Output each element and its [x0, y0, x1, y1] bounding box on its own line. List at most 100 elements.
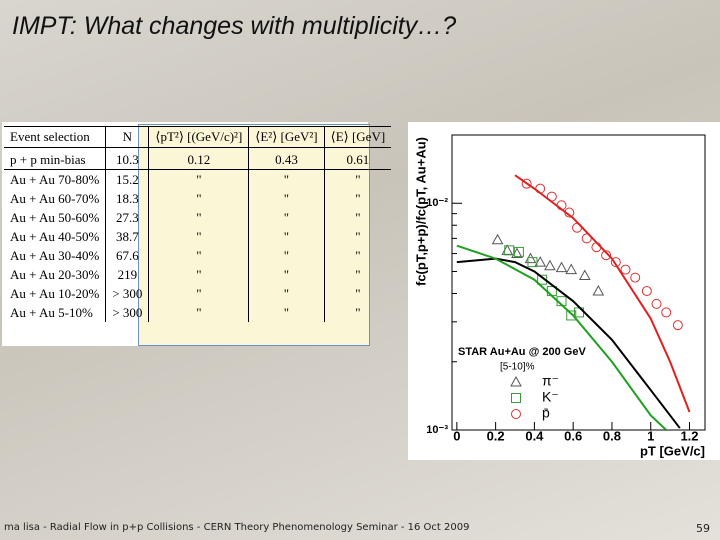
legend-marker [511, 409, 521, 419]
table-cell: 38.7 [105, 227, 150, 246]
table-cell: " [355, 304, 361, 320]
table-cell: 0.61 [324, 147, 392, 170]
x-tick-label: 0.4 [525, 428, 544, 443]
x-tick-label: 0.2 [487, 428, 505, 443]
plot-frame [451, 134, 706, 431]
triangle-marker [501, 244, 514, 255]
legend-label: p̄ [542, 405, 550, 421]
x-tick-label: 0 [453, 428, 460, 443]
y-axis-label: fc(pT,p+p)/fc(pT, Au+Au) [413, 137, 428, 286]
legend-title: STAR Au+Au @ 200 GeV [458, 346, 586, 358]
table-cell: 27.3 [105, 208, 150, 227]
header-cell: ⟨pT²⟩ [(GeV/c)²] [148, 126, 250, 148]
curve [514, 174, 691, 413]
table-cell: " [148, 303, 250, 322]
y-tick-label: 10⁻² [426, 197, 448, 209]
legend-marker [511, 393, 521, 403]
header-cell: ⟨E⟩ [GeV] [324, 126, 392, 148]
table-cell: " [248, 303, 325, 322]
table-cell: " [148, 246, 250, 265]
table-row: Au + Au 40-50% 38.7 " " " [4, 227, 391, 246]
circle-marker [591, 242, 602, 253]
table-cell: " [355, 247, 361, 263]
table-cell: " [248, 227, 325, 246]
table-cell: " [248, 189, 325, 208]
table-cell: " [355, 209, 361, 225]
square-marker [527, 257, 538, 268]
table-figure: Event selection N ⟨pT²⟩ [(GeV/c)²] ⟨E²⟩ [Ge… [2, 122, 392, 346]
table-cell: " [148, 189, 250, 208]
table-cell: Au + Au 50-60% [4, 208, 107, 227]
table-row: Au + Au 20-30% 219 " " " [4, 265, 391, 284]
table-cell: > 300 [105, 284, 150, 303]
page-number: 59 [696, 522, 710, 535]
circle-marker [651, 298, 662, 309]
triangle-marker [544, 259, 556, 271]
table-cell: " [355, 285, 361, 301]
table-body: p + p min-bias 10.3 0.12 0.43 0.61 Au + Au 70… [4, 147, 392, 322]
chart: 0 0.2 0.4 0.6 0.8 1 1.2 10⁻² 10⁻³ pT [GeV/c] fc(pT… [413, 134, 706, 458]
square-marker [566, 310, 577, 321]
table-cell: " [148, 169, 250, 189]
table-row: Au + Au 70-80% 15.2 " " " [4, 169, 391, 189]
table-cell: " [248, 284, 325, 303]
table-cell: > 300 [105, 303, 150, 322]
table-cell: Au + Au 60-70% [4, 189, 107, 208]
triangle-marker [565, 263, 578, 275]
table-cell: " [148, 284, 250, 303]
table-row: Au + Au 50-60% 27.3 " " " [4, 208, 391, 227]
header-cell: Event selection [4, 126, 107, 148]
plot-area [456, 174, 691, 430]
table-cell: Au + Au 20-30% [4, 265, 107, 284]
table-cell: " [248, 265, 325, 284]
header-cell: ⟨E²⟩ [GeV²] [248, 126, 325, 148]
curve [456, 257, 681, 429]
table-row: Au + Au 30-40% 67.6 " " " [4, 246, 391, 265]
circle-marker [661, 307, 672, 318]
table-cell: Au + Au 30-40% [4, 246, 107, 265]
circle-marker [521, 178, 532, 189]
x-tick-label: 1 [647, 428, 654, 443]
slide-title: IMPT: What changes with multiplicity…? [12, 12, 457, 40]
header-cell: N [105, 126, 150, 148]
circle-marker [630, 272, 641, 283]
table-header: Event selection N ⟨pT²⟩ [(GeV/c)²] ⟨E²⟩ [Ge… [4, 126, 392, 148]
triangle-marker [592, 285, 605, 296]
table-cell: Au + Au 5-10% [4, 303, 107, 322]
square-marker [504, 245, 515, 256]
table-cell: " [248, 246, 325, 265]
table-row: Au + Au 5-10% > 300 " " " [4, 303, 391, 322]
table-cell: " [148, 227, 250, 246]
table-row: p + p min-bias 10.3 0.12 0.43 0.61 [4, 147, 392, 170]
table-cell: 10.3 [105, 147, 150, 170]
table-cell: 67.6 [105, 246, 150, 265]
x-tick-label: 0.6 [564, 428, 582, 443]
table-cell: " [355, 228, 361, 244]
table-cell: " [248, 208, 325, 227]
legend-subtitle: [5-10]% [500, 362, 535, 373]
table-cell: Au + Au 70-80% [4, 169, 107, 189]
legend-label: π⁻ [542, 373, 559, 389]
triangle-marker [555, 261, 568, 273]
table-cell: " [148, 265, 250, 284]
circle-marker [610, 257, 621, 268]
table: Event selection N ⟨pT²⟩ [(GeV/c)²] ⟨E²⟩ [Ge… [4, 126, 392, 322]
circle-marker [601, 250, 612, 261]
table-cell: 15.2 [105, 169, 150, 189]
table-row: Au + Au 10-20% > 300 " " " [4, 284, 391, 303]
triangle-marker [578, 269, 591, 281]
triangle-marker [491, 233, 504, 245]
x-tick-label: 0.8 [603, 428, 621, 443]
legend-label: K⁻ [542, 389, 559, 405]
table-cell: p + p min-bias [4, 147, 107, 170]
table-cell: Au + Au 10-20% [4, 284, 107, 303]
circle-marker [672, 320, 683, 331]
table-cell: " [355, 190, 361, 206]
table-cell: Au + Au 40-50% [4, 227, 107, 246]
table-cell: 18.3 [105, 189, 150, 208]
y-tick-label: 10⁻³ [426, 424, 448, 436]
footer: ma lisa - Radial Flow in p+p Collisions … [4, 522, 470, 533]
x-axis-label: pT [GeV/c] [640, 443, 705, 458]
table-cell: " [355, 266, 361, 282]
chart-figure: 0 0.2 0.4 0.6 0.8 1 1.2 10⁻² 10⁻³ pT [GeV/c] fc(pT… [408, 122, 720, 460]
